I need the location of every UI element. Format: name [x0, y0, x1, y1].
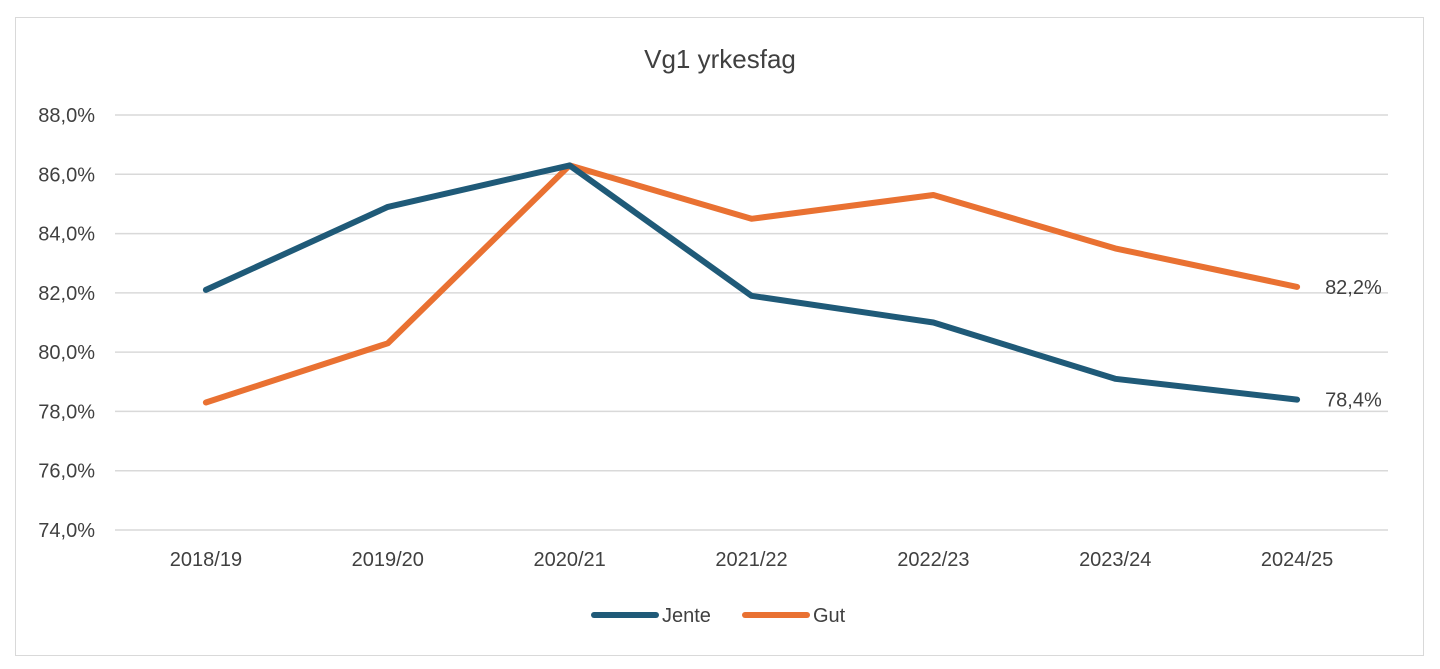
gridlines [115, 114, 1388, 531]
y-tick-label: 88,0% [38, 105, 95, 127]
x-tick-label: 2018/19 [170, 549, 242, 571]
x-tick-label: 2024/25 [1261, 549, 1333, 571]
y-tick-label: 86,0% [38, 164, 95, 186]
legend: Jente Gut [591, 605, 846, 627]
chart-title: Vg1 yrkesfag [644, 44, 796, 74]
series-line-jente [202, 162, 1301, 403]
y-tick-label: 80,0% [38, 342, 95, 364]
legend-label-gut: Gut [813, 605, 846, 627]
y-tick-label: 82,0% [38, 283, 95, 305]
x-tick-label: 2020/21 [533, 549, 605, 571]
x-axis-tick-labels: 2018/19 2019/20 2020/21 2021/22 2022/23 2023/… [170, 549, 1333, 571]
data-label-jente: 78,4% [1325, 390, 1382, 412]
x-tick-label: 2021/22 [715, 549, 787, 571]
y-axis-tick-labels: 74,0% 76,0% 78,0% 80,0% 82,0% 84,0% 86,0% 88,0% [38, 105, 95, 542]
series-lines [202, 162, 1301, 406]
data-label-gut: 82,2% [1325, 277, 1382, 299]
data-labels: 78,4% 82,2% [1325, 277, 1382, 412]
y-tick-label: 74,0% [38, 520, 95, 542]
chart-frame [15, 17, 1424, 656]
x-tick-label: 2023/24 [1079, 549, 1151, 571]
legend-label-jente: Jente [662, 605, 711, 627]
x-tick-label: 2019/20 [352, 549, 424, 571]
y-tick-label: 78,0% [38, 401, 95, 423]
y-tick-label: 76,0% [38, 461, 95, 483]
x-tick-label: 2022/23 [897, 549, 969, 571]
series-line-gut [202, 162, 1301, 406]
y-tick-label: 84,0% [38, 224, 95, 246]
